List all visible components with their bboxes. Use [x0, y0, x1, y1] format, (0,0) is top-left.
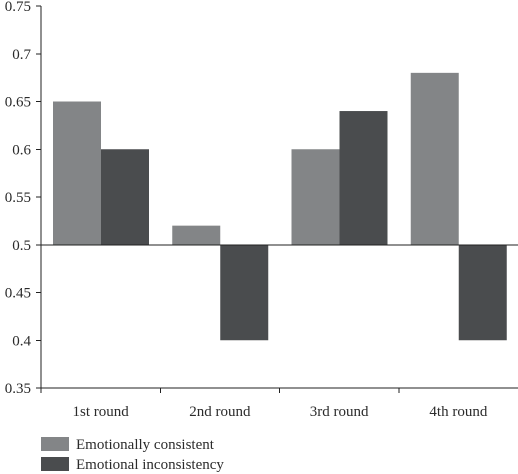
y-tick-label: 0.7	[12, 47, 31, 63]
x-tick-label: 2nd round	[189, 404, 251, 420]
bar-emotionally-consistent-4th-round	[410, 72, 459, 245]
x-tick-label: 3rd round	[310, 404, 369, 420]
bar-emotional-inconsistency-4th-round	[458, 244, 507, 341]
y-tick-label: 0.35	[5, 381, 31, 397]
bar-emotionally-consistent-2nd-round	[172, 225, 221, 245]
legend-swatch-emotionally-consistent	[41, 437, 69, 451]
bar-emotionally-consistent-1st-round	[53, 101, 101, 245]
x-axis-ticks: 1st round 2nd round 3rd round 4th round	[40, 388, 488, 420]
bar-emotionally-consistent-3rd-round	[291, 149, 340, 245]
y-tick-label: 0.4	[12, 333, 31, 349]
bar-emotional-inconsistency-2nd-round	[220, 244, 269, 341]
y-axis-ticks: 0.35 0.4 0.45 0.5 0.55 0.6 0.65 0.7 0.75	[5, 0, 41, 397]
legend-label-emotionally-consistent: Emotionally consistent	[76, 437, 215, 453]
y-tick-label: 0.65	[5, 95, 31, 111]
legend-swatch-emotional-inconsistency	[41, 457, 69, 471]
y-tick-label: 0.5	[12, 238, 31, 254]
y-tick-label: 0.6	[12, 142, 31, 158]
bars-group	[53, 72, 507, 341]
legend: Emotionally consistent Emotional inconsi…	[41, 437, 224, 473]
y-tick-label: 0.55	[5, 190, 31, 206]
x-tick-label: 4th round	[429, 404, 487, 420]
y-tick-label: 0.45	[5, 286, 31, 302]
y-tick-label: 0.75	[5, 0, 31, 15]
legend-label-emotional-inconsistency: Emotional inconsistency	[76, 457, 224, 473]
bar-emotional-inconsistency-1st-round	[101, 149, 149, 245]
bar-emotional-inconsistency-3rd-round	[339, 111, 388, 245]
x-tick-label: 1st round	[73, 404, 130, 420]
